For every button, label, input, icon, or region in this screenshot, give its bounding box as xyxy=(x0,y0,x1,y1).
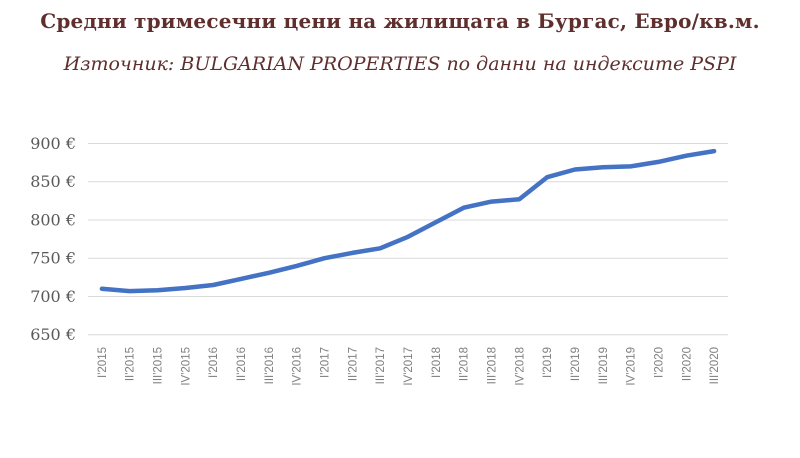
chart-title: Средни тримесечни цени на жилищата в Бур… xyxy=(40,9,760,33)
x-axis-tick-label: IV'2015 xyxy=(180,347,192,386)
x-axis-tick-label: II'2015 xyxy=(125,347,137,381)
x-axis-tick-label: I'2017 xyxy=(320,347,332,378)
chart-subtitle: Източник: BULGARIAN PROPERTIES по данни … xyxy=(63,53,737,75)
x-axis-tick-label: III'2015 xyxy=(153,347,165,384)
x-axis-tick-label: IV'2017 xyxy=(403,347,415,386)
x-axis-tick-label: II'2019 xyxy=(570,347,582,381)
x-axis-tick-label: I'2015 xyxy=(97,347,109,378)
y-axis-tick-label: 900 € xyxy=(30,134,76,153)
x-axis-tick-label: III'2018 xyxy=(486,347,498,384)
x-axis-tick-label: II'2017 xyxy=(347,347,359,381)
x-axis-tick-label: IV'2019 xyxy=(626,347,638,386)
x-axis-tick-label: II'2016 xyxy=(236,347,248,381)
x-axis-tick-label: III'2016 xyxy=(264,347,276,384)
y-axis-tick-label: 800 € xyxy=(30,210,76,229)
chart-plot-area: 650 € 700 € 750 € 800 € 850 € 900 € I'2015 II'2… xyxy=(30,134,728,386)
x-axis-tick-label: III'2019 xyxy=(598,347,610,384)
x-axis-tick-label: III'2020 xyxy=(709,347,721,384)
y-axis-tick-label: 750 € xyxy=(30,249,76,268)
x-axis-tick-label: I'2016 xyxy=(208,347,220,378)
x-axis-tick-label: IV'2018 xyxy=(514,347,526,386)
chart-area: 650 € 700 € 750 € 800 € 850 € 900 € I'2015 II'2… xyxy=(0,98,800,458)
x-axis-tick-label: III'2017 xyxy=(375,347,387,384)
y-axis-tick-label: 850 € xyxy=(30,172,76,191)
x-axis-tick-label: IV'2016 xyxy=(292,347,304,386)
y-axis-tick-label: 700 € xyxy=(30,287,76,306)
x-axis-tick-label: II'2020 xyxy=(681,347,693,381)
x-axis-tick-label: I'2019 xyxy=(542,347,554,378)
x-axis-tick-label: II'2018 xyxy=(459,347,471,381)
price-line xyxy=(99,148,717,294)
x-axis-tick-label: I'2018 xyxy=(431,347,443,378)
y-axis-tick-label: 650 € xyxy=(30,325,76,344)
x-axis-tick-label: I'2020 xyxy=(653,347,665,378)
